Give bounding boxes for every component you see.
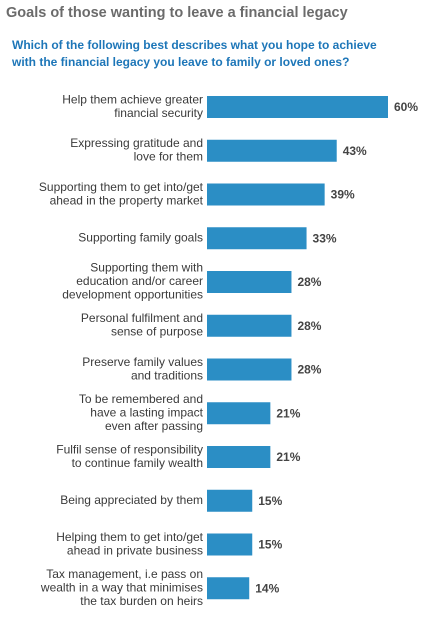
category-label: Personal fulfilment and sense of purpose [81,311,203,339]
category-label: Tax management, i.e pass on wealth in a w… [40,567,203,608]
value-label: 43% [343,144,367,158]
value-label: 28% [297,275,321,289]
category-label: Supporting family goals [78,230,203,244]
category-label: Expressing gratitude and love for them [70,136,203,164]
value-label: 15% [258,494,282,508]
category-label: Being appreciated by them [60,493,203,507]
bar [207,533,253,556]
value-label: 28% [297,363,321,377]
bar [207,402,271,425]
chart-title: Goals of those wanting to leave a financ… [6,5,348,21]
bar [207,139,337,162]
category-label: Fulfil sense of responsibility to continu… [56,442,203,470]
category-label: Supporting them to get into/get ahead in … [39,180,204,208]
bar [207,358,292,381]
bar [207,314,292,337]
value-label: 21% [276,450,300,464]
bar [207,183,325,206]
value-label: 14% [255,581,279,595]
value-label: 33% [313,231,337,245]
category-label: Supporting them with education and/or car… [62,261,203,302]
value-label: 60% [394,100,418,114]
value-label: 21% [276,406,300,420]
category-label: Preserve family values and traditions [82,355,203,383]
value-label: 28% [297,319,321,333]
bar [207,446,271,468]
bar [207,271,292,293]
bar [207,577,250,600]
value-label: 15% [258,538,282,552]
category-label: Helping them to get into/get ahead in pri… [56,530,203,558]
bar [207,227,307,250]
value-label: 39% [331,188,355,202]
chart-subtitle: Which of the following best describes wh… [11,38,377,69]
bar [207,489,253,512]
category-label: Help them achieve greater financial secur… [62,92,203,120]
category-label: To be remembered and have a lasting impac… [79,392,204,433]
bar [207,96,388,118]
